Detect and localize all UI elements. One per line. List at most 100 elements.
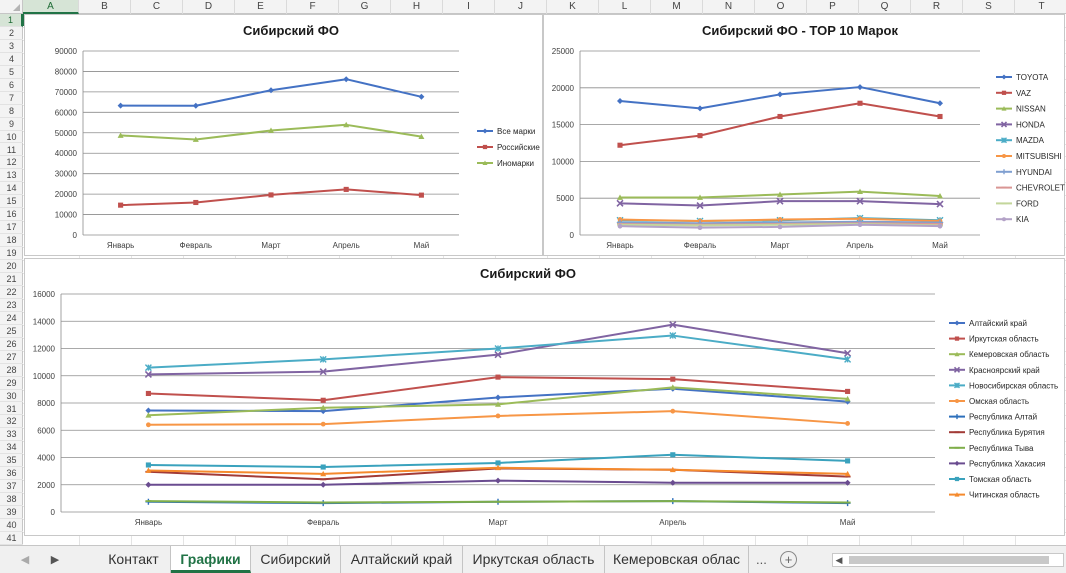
data-point[interactable] — [418, 133, 425, 140]
legend-item[interactable]: Омская область — [949, 397, 1029, 406]
sheet-tab-4[interactable]: Алтайский край — [341, 546, 463, 573]
legend-item[interactable]: Томская область — [949, 475, 1032, 484]
data-point[interactable] — [776, 197, 784, 205]
data-point[interactable] — [845, 388, 851, 394]
data-point[interactable] — [617, 194, 623, 200]
data-point[interactable] — [268, 127, 274, 133]
data-point[interactable] — [418, 192, 424, 198]
series-12[interactable] — [145, 464, 851, 477]
legend-marker[interactable] — [1001, 169, 1007, 175]
row-header-9[interactable]: 9 — [0, 118, 23, 131]
data-point[interactable] — [268, 192, 274, 198]
row-header-41[interactable]: 41 — [0, 532, 23, 545]
row-header-6[interactable]: 6 — [0, 79, 23, 92]
series-1[interactable] — [617, 84, 943, 112]
data-point[interactable] — [343, 186, 349, 192]
data-point[interactable] — [670, 408, 676, 414]
data-point[interactable] — [857, 100, 863, 106]
data-point[interactable] — [319, 355, 327, 363]
data-point[interactable] — [617, 98, 623, 105]
row-header-11[interactable]: 11 — [0, 144, 23, 157]
data-point[interactable] — [495, 401, 501, 407]
legend-item[interactable]: HYUNDAI — [996, 168, 1052, 177]
horizontal-scrollbar[interactable]: ◀ — [832, 553, 1064, 567]
series-line[interactable] — [619, 86, 941, 110]
row-header-32[interactable]: 32 — [0, 415, 23, 429]
data-point[interactable] — [192, 102, 199, 109]
legend-item[interactable]: KIA — [996, 215, 1030, 224]
data-point[interactable] — [343, 121, 350, 128]
legend-marker[interactable] — [1002, 154, 1006, 158]
data-point[interactable] — [418, 93, 425, 100]
legend-item[interactable]: Иномарки — [477, 159, 534, 168]
series-11[interactable] — [145, 452, 851, 470]
sheet-tab-3[interactable]: Сибирский — [251, 546, 341, 573]
series-5[interactable] — [144, 332, 852, 372]
row-header-4[interactable]: 4 — [0, 53, 23, 66]
data-point[interactable] — [192, 136, 199, 142]
series-3[interactable] — [117, 121, 425, 142]
data-point[interactable] — [844, 470, 851, 477]
legend-item[interactable]: Алтайский край — [949, 319, 1027, 328]
row-header-40[interactable]: 40 — [0, 519, 23, 532]
data-point[interactable] — [495, 464, 501, 471]
sheet-tab-5[interactable]: Иркутская область — [463, 546, 605, 573]
column-header-o[interactable]: O — [755, 0, 807, 14]
data-point[interactable] — [937, 192, 943, 199]
legend-marker[interactable] — [954, 382, 960, 389]
legend-marker[interactable] — [954, 351, 960, 357]
data-point[interactable] — [145, 481, 152, 488]
row-header-3[interactable]: 3 — [0, 40, 23, 53]
data-point[interactable] — [845, 458, 851, 464]
tab-scroll-next-button[interactable]: ▶ — [50, 554, 60, 566]
row-header-23[interactable]: 23 — [0, 299, 23, 312]
data-point[interactable] — [697, 105, 703, 112]
series-9[interactable] — [145, 500, 851, 504]
data-point[interactable] — [146, 422, 151, 428]
data-point[interactable] — [145, 390, 151, 397]
row-header-22[interactable]: 22 — [0, 286, 23, 299]
data-point[interactable] — [777, 224, 783, 230]
legend-item[interactable]: Кемеровская область — [949, 350, 1049, 359]
select-all-corner[interactable] — [0, 0, 23, 14]
legend-marker[interactable] — [953, 366, 961, 373]
row-header-26[interactable]: 26 — [0, 338, 23, 351]
data-point[interactable] — [844, 479, 851, 486]
row-header-8[interactable]: 8 — [0, 105, 23, 118]
column-header-e[interactable]: E — [235, 0, 287, 14]
data-point[interactable] — [844, 355, 852, 363]
legend-item[interactable]: Республика Тыва — [949, 444, 1034, 453]
row-header-16[interactable]: 16 — [0, 208, 23, 222]
chart-top10-brands[interactable]: Сибирский ФО - TOP 10 Марок 0 5000 10000 150… — [543, 14, 1065, 256]
data-point[interactable] — [495, 413, 501, 419]
data-point[interactable] — [777, 91, 783, 98]
legend-marker[interactable] — [1001, 90, 1007, 95]
legend-item[interactable]: Республика Бурятия — [949, 428, 1045, 437]
column-header-s[interactable]: S — [963, 0, 1015, 14]
series-1[interactable] — [117, 76, 425, 109]
data-point[interactable] — [320, 408, 327, 415]
column-header-n[interactable]: N — [703, 0, 755, 14]
data-point[interactable] — [844, 395, 851, 402]
series-3[interactable] — [617, 188, 943, 200]
legend-marker[interactable] — [1001, 106, 1007, 111]
data-point[interactable] — [697, 133, 703, 139]
legend-marker[interactable] — [954, 414, 960, 420]
data-point[interactable] — [617, 223, 623, 229]
data-point[interactable] — [669, 466, 676, 473]
row-header-19[interactable]: 19 — [0, 247, 23, 261]
legend-marker[interactable] — [1001, 137, 1007, 144]
series-4[interactable] — [616, 197, 944, 210]
legend-item[interactable]: Республика Алтай — [949, 413, 1037, 422]
row-header-37[interactable]: 37 — [0, 480, 23, 494]
series-line[interactable] — [148, 386, 848, 417]
row-header-18[interactable]: 18 — [0, 234, 23, 248]
legend-marker[interactable] — [954, 320, 960, 326]
row-header-17[interactable]: 17 — [0, 221, 23, 235]
legend-marker[interactable] — [954, 476, 960, 482]
data-point[interactable] — [144, 370, 152, 378]
row-header-33[interactable]: 33 — [0, 428, 23, 442]
row-header-5[interactable]: 5 — [0, 66, 23, 79]
